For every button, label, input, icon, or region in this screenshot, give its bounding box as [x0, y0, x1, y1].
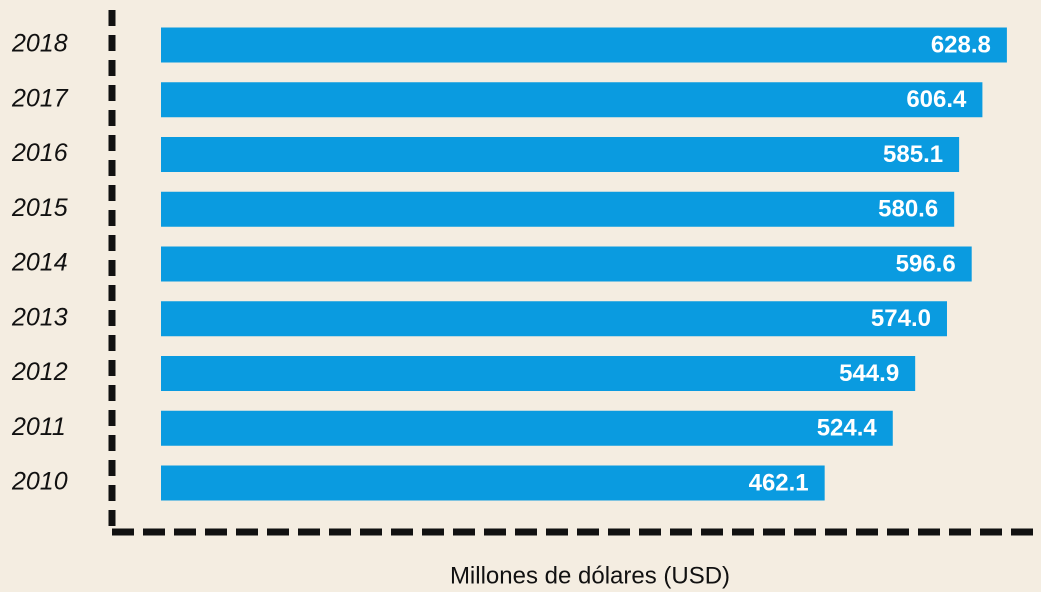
value-label: 585.1	[883, 141, 943, 168]
value-label: 574.0	[871, 305, 931, 332]
y-tick-label: 2012	[11, 358, 68, 386]
x-axis-title: Millones de dólares (USD)	[450, 562, 730, 589]
y-tick-label: 2018	[11, 30, 68, 58]
value-label: 606.4	[906, 86, 967, 113]
bar	[161, 465, 825, 501]
y-tick-label: 2013	[11, 303, 68, 331]
value-label: 462.1	[749, 469, 809, 496]
bar	[161, 356, 916, 391]
y-tick-label: 2010	[11, 468, 68, 496]
bar	[161, 27, 1007, 63]
y-tick-label: 2015	[11, 194, 68, 222]
value-label: 596.6	[896, 250, 956, 277]
bar	[161, 191, 955, 227]
value-label: 544.9	[839, 360, 899, 387]
y-tick-label: 2014	[11, 249, 68, 277]
value-label: 628.8	[931, 31, 991, 58]
y-tick-label: 2011	[11, 413, 66, 441]
value-label: 524.4	[817, 415, 878, 442]
value-label: 580.6	[878, 196, 938, 223]
bar	[161, 137, 960, 172]
y-tick-label: 2016	[11, 139, 68, 167]
bar	[161, 410, 893, 446]
y-tick-label: 2017	[11, 84, 69, 112]
bar	[161, 82, 983, 118]
bar	[161, 301, 947, 337]
bar	[161, 246, 972, 282]
